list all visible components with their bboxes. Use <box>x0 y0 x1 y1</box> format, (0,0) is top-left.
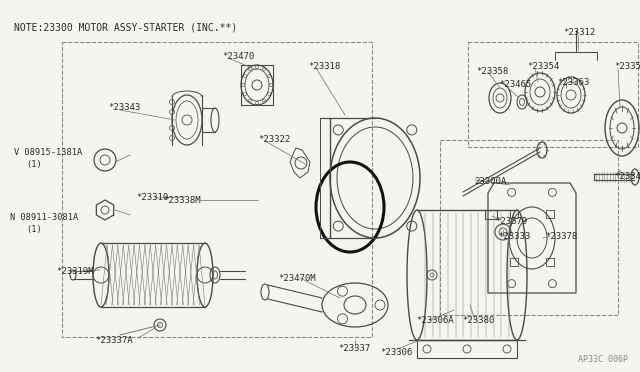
Text: V 08915-1381A: V 08915-1381A <box>14 148 83 157</box>
Bar <box>485 210 497 219</box>
Text: *23379: *23379 <box>495 217 527 226</box>
Text: *23470: *23470 <box>222 52 254 61</box>
Bar <box>440 140 618 315</box>
Text: *23333: *23333 <box>498 232 531 241</box>
Text: AP33C 006P: AP33C 006P <box>578 355 628 364</box>
Text: *23357: *23357 <box>614 62 640 71</box>
Text: *23380: *23380 <box>462 316 494 325</box>
Text: 23300A: 23300A <box>474 177 506 186</box>
Text: *23337: *23337 <box>338 344 371 353</box>
Text: *23322: *23322 <box>258 135 291 144</box>
Text: *23306: *23306 <box>380 348 412 357</box>
Bar <box>547 258 554 266</box>
Text: *23306A: *23306A <box>416 316 454 325</box>
Text: N 08911-3081A: N 08911-3081A <box>10 213 78 222</box>
Text: *23470M: *23470M <box>278 274 316 283</box>
Text: (1): (1) <box>26 225 42 234</box>
Text: NOTE:23300 MOTOR ASSY-STARTER (INC.**): NOTE:23300 MOTOR ASSY-STARTER (INC.**) <box>14 22 237 32</box>
Bar <box>62 42 372 337</box>
Bar <box>547 210 554 218</box>
Text: *23343: *23343 <box>108 103 140 112</box>
Text: *23378: *23378 <box>545 232 577 241</box>
Bar <box>509 258 518 266</box>
Text: *23312: *23312 <box>563 28 595 37</box>
Text: *23341: *23341 <box>614 172 640 181</box>
Bar <box>468 42 638 147</box>
Text: *23358: *23358 <box>476 67 508 76</box>
Text: *23465: *23465 <box>499 80 531 89</box>
Text: *23319M: *23319M <box>56 267 93 276</box>
Text: *23318: *23318 <box>308 62 340 71</box>
Bar <box>417 340 517 358</box>
Bar <box>509 210 518 218</box>
Text: *23310: *23310 <box>136 193 168 202</box>
Text: *23338M: *23338M <box>163 196 200 205</box>
Text: (1): (1) <box>26 160 42 169</box>
Text: *23363: *23363 <box>557 78 589 87</box>
Text: *23354: *23354 <box>527 62 559 71</box>
Text: *23337A: *23337A <box>95 336 132 345</box>
